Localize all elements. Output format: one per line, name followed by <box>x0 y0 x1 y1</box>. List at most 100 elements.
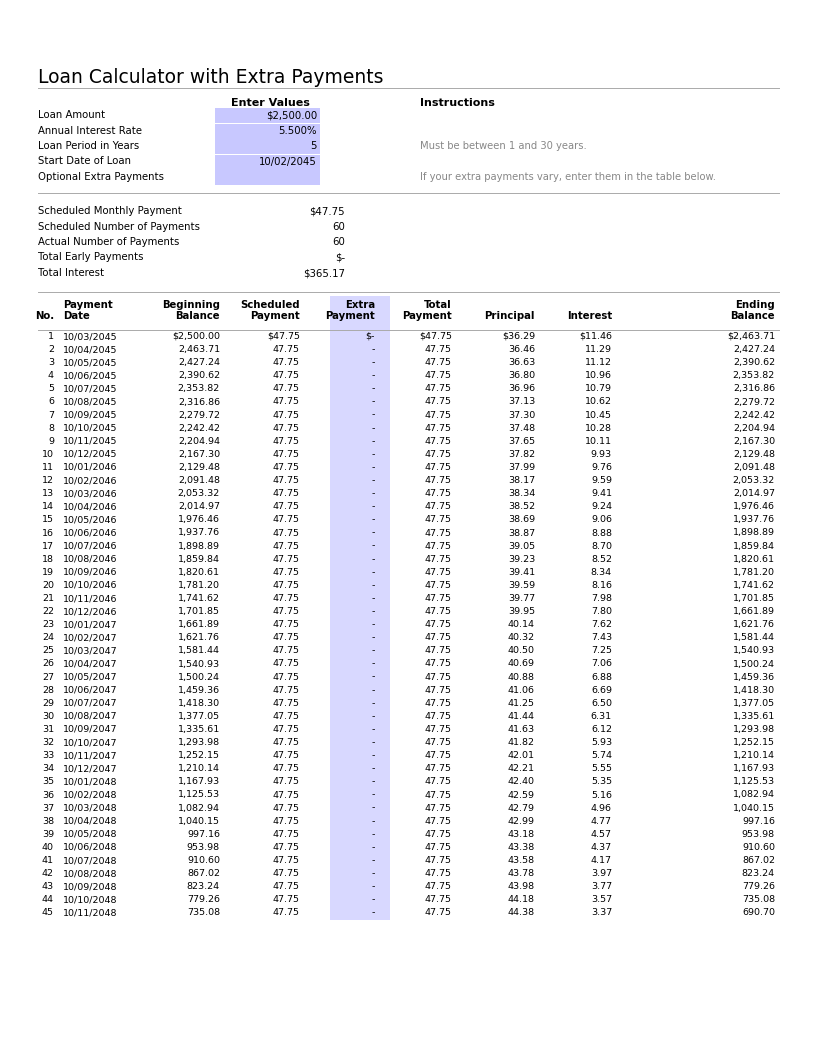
Text: Loan Amount: Loan Amount <box>38 110 105 120</box>
Text: 47.75: 47.75 <box>273 633 300 643</box>
Text: 43: 43 <box>42 883 54 891</box>
Text: -: - <box>372 830 375 839</box>
Text: 47.75: 47.75 <box>273 647 300 655</box>
Text: 1,976.46: 1,976.46 <box>733 502 775 512</box>
Text: 37.99: 37.99 <box>508 463 535 472</box>
Text: 47.75: 47.75 <box>425 541 452 551</box>
Text: 47.75: 47.75 <box>425 869 452 878</box>
Text: 15: 15 <box>42 516 54 524</box>
Text: 47.75: 47.75 <box>273 908 300 917</box>
Bar <box>215 170 320 185</box>
Text: 1,661.89: 1,661.89 <box>733 607 775 616</box>
Text: 10/08/2047: 10/08/2047 <box>63 712 118 721</box>
Text: 1,082.94: 1,082.94 <box>733 791 775 799</box>
Text: 6.31: 6.31 <box>591 712 612 721</box>
Text: 11.29: 11.29 <box>585 345 612 354</box>
Text: 38.17: 38.17 <box>508 476 535 485</box>
Text: 47.75: 47.75 <box>425 686 452 694</box>
Text: 7.43: 7.43 <box>591 633 612 643</box>
Text: 953.98: 953.98 <box>742 830 775 839</box>
Text: 1,377.05: 1,377.05 <box>178 712 220 721</box>
Text: 47.75: 47.75 <box>425 699 452 708</box>
Text: 47.75: 47.75 <box>273 437 300 446</box>
Text: -: - <box>372 842 375 852</box>
Text: -: - <box>372 908 375 917</box>
Text: 8: 8 <box>48 424 54 432</box>
Text: 47.75: 47.75 <box>425 908 452 917</box>
Text: 39: 39 <box>42 830 54 839</box>
Text: 47.75: 47.75 <box>273 555 300 563</box>
Text: 2,279.72: 2,279.72 <box>733 397 775 407</box>
Text: 10/01/2048: 10/01/2048 <box>63 777 118 786</box>
Text: 867.02: 867.02 <box>187 869 220 878</box>
Text: 5.55: 5.55 <box>591 764 612 774</box>
Text: 47.75: 47.75 <box>425 791 452 799</box>
Text: -: - <box>372 777 375 786</box>
Text: -: - <box>372 424 375 432</box>
Text: 47.75: 47.75 <box>273 699 300 708</box>
Text: 47.75: 47.75 <box>273 830 300 839</box>
Text: 47.75: 47.75 <box>425 660 452 668</box>
Text: Interest: Interest <box>567 311 612 321</box>
Text: 38: 38 <box>42 817 54 826</box>
Text: -: - <box>372 410 375 420</box>
Text: 38.87: 38.87 <box>508 528 535 538</box>
Text: 36.46: 36.46 <box>508 345 535 354</box>
Text: 60: 60 <box>333 237 345 247</box>
Text: 867.02: 867.02 <box>742 856 775 865</box>
Text: 10/03/2048: 10/03/2048 <box>63 803 118 813</box>
Text: 47.75: 47.75 <box>425 633 452 643</box>
Text: -: - <box>372 541 375 551</box>
Text: 1,937.76: 1,937.76 <box>178 528 220 538</box>
Text: $-: $- <box>335 253 345 262</box>
Text: 47.75: 47.75 <box>273 345 300 354</box>
Text: 47.75: 47.75 <box>273 764 300 774</box>
Text: 39.41: 39.41 <box>508 568 535 577</box>
Text: 2,390.62: 2,390.62 <box>178 371 220 381</box>
Text: 47.75: 47.75 <box>425 777 452 786</box>
Text: 10/06/2045: 10/06/2045 <box>63 371 118 381</box>
Text: -: - <box>372 555 375 563</box>
Text: 47.75: 47.75 <box>425 528 452 538</box>
Text: Balance: Balance <box>176 311 220 321</box>
Text: 2,427.24: 2,427.24 <box>178 358 220 367</box>
Text: 5.74: 5.74 <box>591 752 612 760</box>
Text: 10/05/2045: 10/05/2045 <box>63 358 118 367</box>
Text: 47.75: 47.75 <box>425 764 452 774</box>
Text: 38.34: 38.34 <box>507 489 535 498</box>
Text: 10/02/2047: 10/02/2047 <box>63 633 118 643</box>
Text: 47.75: 47.75 <box>273 620 300 629</box>
Text: 2,204.94: 2,204.94 <box>178 437 220 446</box>
Text: 1,859.84: 1,859.84 <box>178 555 220 563</box>
Text: 47.75: 47.75 <box>273 686 300 694</box>
Text: 41.06: 41.06 <box>508 686 535 694</box>
Text: 10/04/2046: 10/04/2046 <box>63 502 118 512</box>
Text: 1,500.24: 1,500.24 <box>178 672 220 682</box>
Text: -: - <box>372 502 375 512</box>
Text: 47.75: 47.75 <box>425 803 452 813</box>
Text: 35: 35 <box>42 777 54 786</box>
Bar <box>215 154 320 169</box>
Text: Loan Calculator with Extra Payments: Loan Calculator with Extra Payments <box>38 68 383 87</box>
Text: 2,091.48: 2,091.48 <box>733 463 775 472</box>
Text: 5: 5 <box>310 141 317 151</box>
Text: 9.93: 9.93 <box>591 450 612 459</box>
Text: -: - <box>372 371 375 381</box>
Text: 7.98: 7.98 <box>591 594 612 602</box>
Text: 36.96: 36.96 <box>508 385 535 393</box>
Text: 43.18: 43.18 <box>508 830 535 839</box>
Text: Principal: Principal <box>484 311 535 321</box>
Text: 47.75: 47.75 <box>425 620 452 629</box>
Text: -: - <box>372 817 375 826</box>
Text: 47.75: 47.75 <box>273 581 300 590</box>
Text: 2,390.62: 2,390.62 <box>733 358 775 367</box>
Text: 6.12: 6.12 <box>591 725 612 734</box>
Text: 42.01: 42.01 <box>508 752 535 760</box>
Text: 1,335.61: 1,335.61 <box>733 712 775 721</box>
Text: -: - <box>372 686 375 694</box>
Text: 9.06: 9.06 <box>591 516 612 524</box>
Text: 36.80: 36.80 <box>508 371 535 381</box>
Text: 38.69: 38.69 <box>508 516 535 524</box>
Text: 8.52: 8.52 <box>591 555 612 563</box>
Text: -: - <box>372 607 375 616</box>
